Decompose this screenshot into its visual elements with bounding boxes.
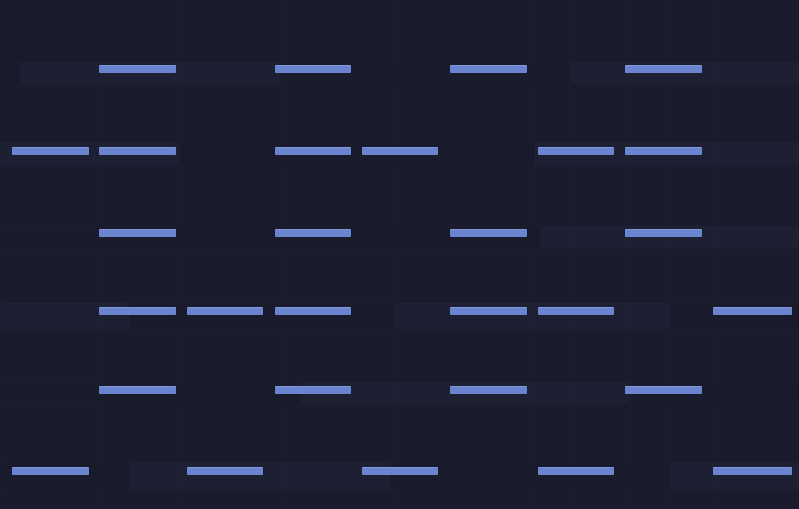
skeleton-bar bbox=[187, 467, 263, 475]
skeleton-bar bbox=[538, 467, 614, 475]
skeleton-bar bbox=[275, 147, 351, 155]
skeleton-bar bbox=[275, 229, 351, 237]
skeleton-bar bbox=[99, 65, 176, 73]
skeleton-bar bbox=[362, 467, 438, 475]
skeleton-bar bbox=[450, 65, 527, 73]
skeleton-bar bbox=[275, 386, 351, 394]
skeleton-bar bbox=[450, 386, 527, 394]
skeleton-bar bbox=[12, 467, 89, 475]
skeleton-bar bbox=[450, 307, 527, 315]
skeleton-bar bbox=[187, 307, 263, 315]
skeleton-bar bbox=[713, 307, 792, 315]
skeleton-bar bbox=[538, 307, 614, 315]
skeleton-bar bbox=[12, 147, 89, 155]
skeleton-bar bbox=[713, 467, 792, 475]
skeleton-bar bbox=[275, 65, 351, 73]
skeleton-bar bbox=[625, 229, 702, 237]
skeleton-bar bbox=[625, 147, 702, 155]
skeleton-bar bbox=[99, 307, 176, 315]
skeleton-bar bbox=[450, 229, 527, 237]
skeleton-bar bbox=[99, 229, 176, 237]
skeleton-bar bbox=[538, 147, 614, 155]
skeleton-bar bbox=[625, 65, 702, 73]
skeleton-bar bbox=[275, 307, 351, 315]
skeleton-bar bbox=[99, 386, 176, 394]
skeleton-bar bbox=[362, 147, 438, 155]
skeleton-bar bbox=[625, 386, 702, 394]
skeleton-bar bbox=[99, 147, 176, 155]
